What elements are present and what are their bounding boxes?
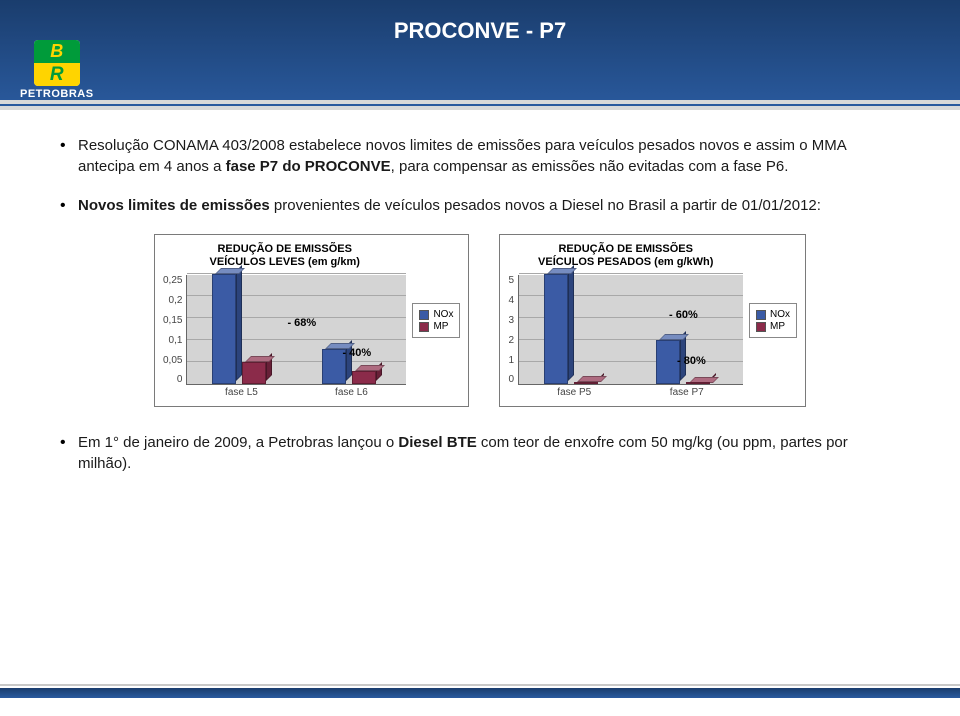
bullet-2: Novos limites de emissões provenientes d… [60,195,900,216]
chart2-legend: NOx MP [749,303,797,338]
bullet-1: Resolução CONAMA 403/2008 estabelece nov… [60,135,900,177]
bullet-3-pre: Em 1° de janeiro de 2009, a Petrobras la… [78,434,398,451]
chart2-yaxis: 012345 [508,275,518,385]
slide-header: B R PETROBRAS PROCONVE - P7 [0,0,960,110]
chart2-title: REDUÇÃO DE EMISSÕES VEÍCULOS PESADOS (em… [538,243,713,269]
chart2-plot: - 60%- 80% [518,275,743,385]
logo-top: B [34,40,80,63]
bullet-3-bold: Diesel BTE [398,434,476,451]
chart1-legend: NOx MP [412,303,460,338]
chart1-title: REDUÇÃO DE EMISSÕES VEÍCULOS LEVES (em g… [210,243,360,269]
footer-line [0,684,960,686]
brand-word: PETROBRAS [20,88,94,100]
chart1-plot: - 68%- 40% [186,275,406,385]
bullet-2-bold: Novos limites de emissões [78,197,274,214]
slide-title: PROCONVE - P7 [394,18,566,44]
footer-stripe [0,688,960,698]
chart-heavy-vehicles: REDUÇÃO DE EMISSÕES VEÍCULOS PESADOS (em… [499,234,806,407]
logo-bottom: R [34,63,80,86]
bullet-1-post: , para compensar as emissões não evitada… [391,158,789,175]
chart-light-vehicles: REDUÇÃO DE EMISSÕES VEÍCULOS LEVES (em g… [154,234,469,407]
chart1-yaxis: 00,050,10,150,20,25 [163,275,186,385]
chart1-xaxis: fase L5fase L6 [186,387,406,398]
brand-logo: B R PETROBRAS [20,40,94,100]
bullet-3: Em 1° de janeiro de 2009, a Petrobras la… [60,432,900,474]
chart2-xaxis: fase P5fase P7 [518,387,743,398]
bullet-1-bold: fase P7 do PROCONVE [226,158,391,175]
bullet-2-post: provenientes de veículos pesados novos a… [274,197,821,214]
header-divider [0,100,960,110]
